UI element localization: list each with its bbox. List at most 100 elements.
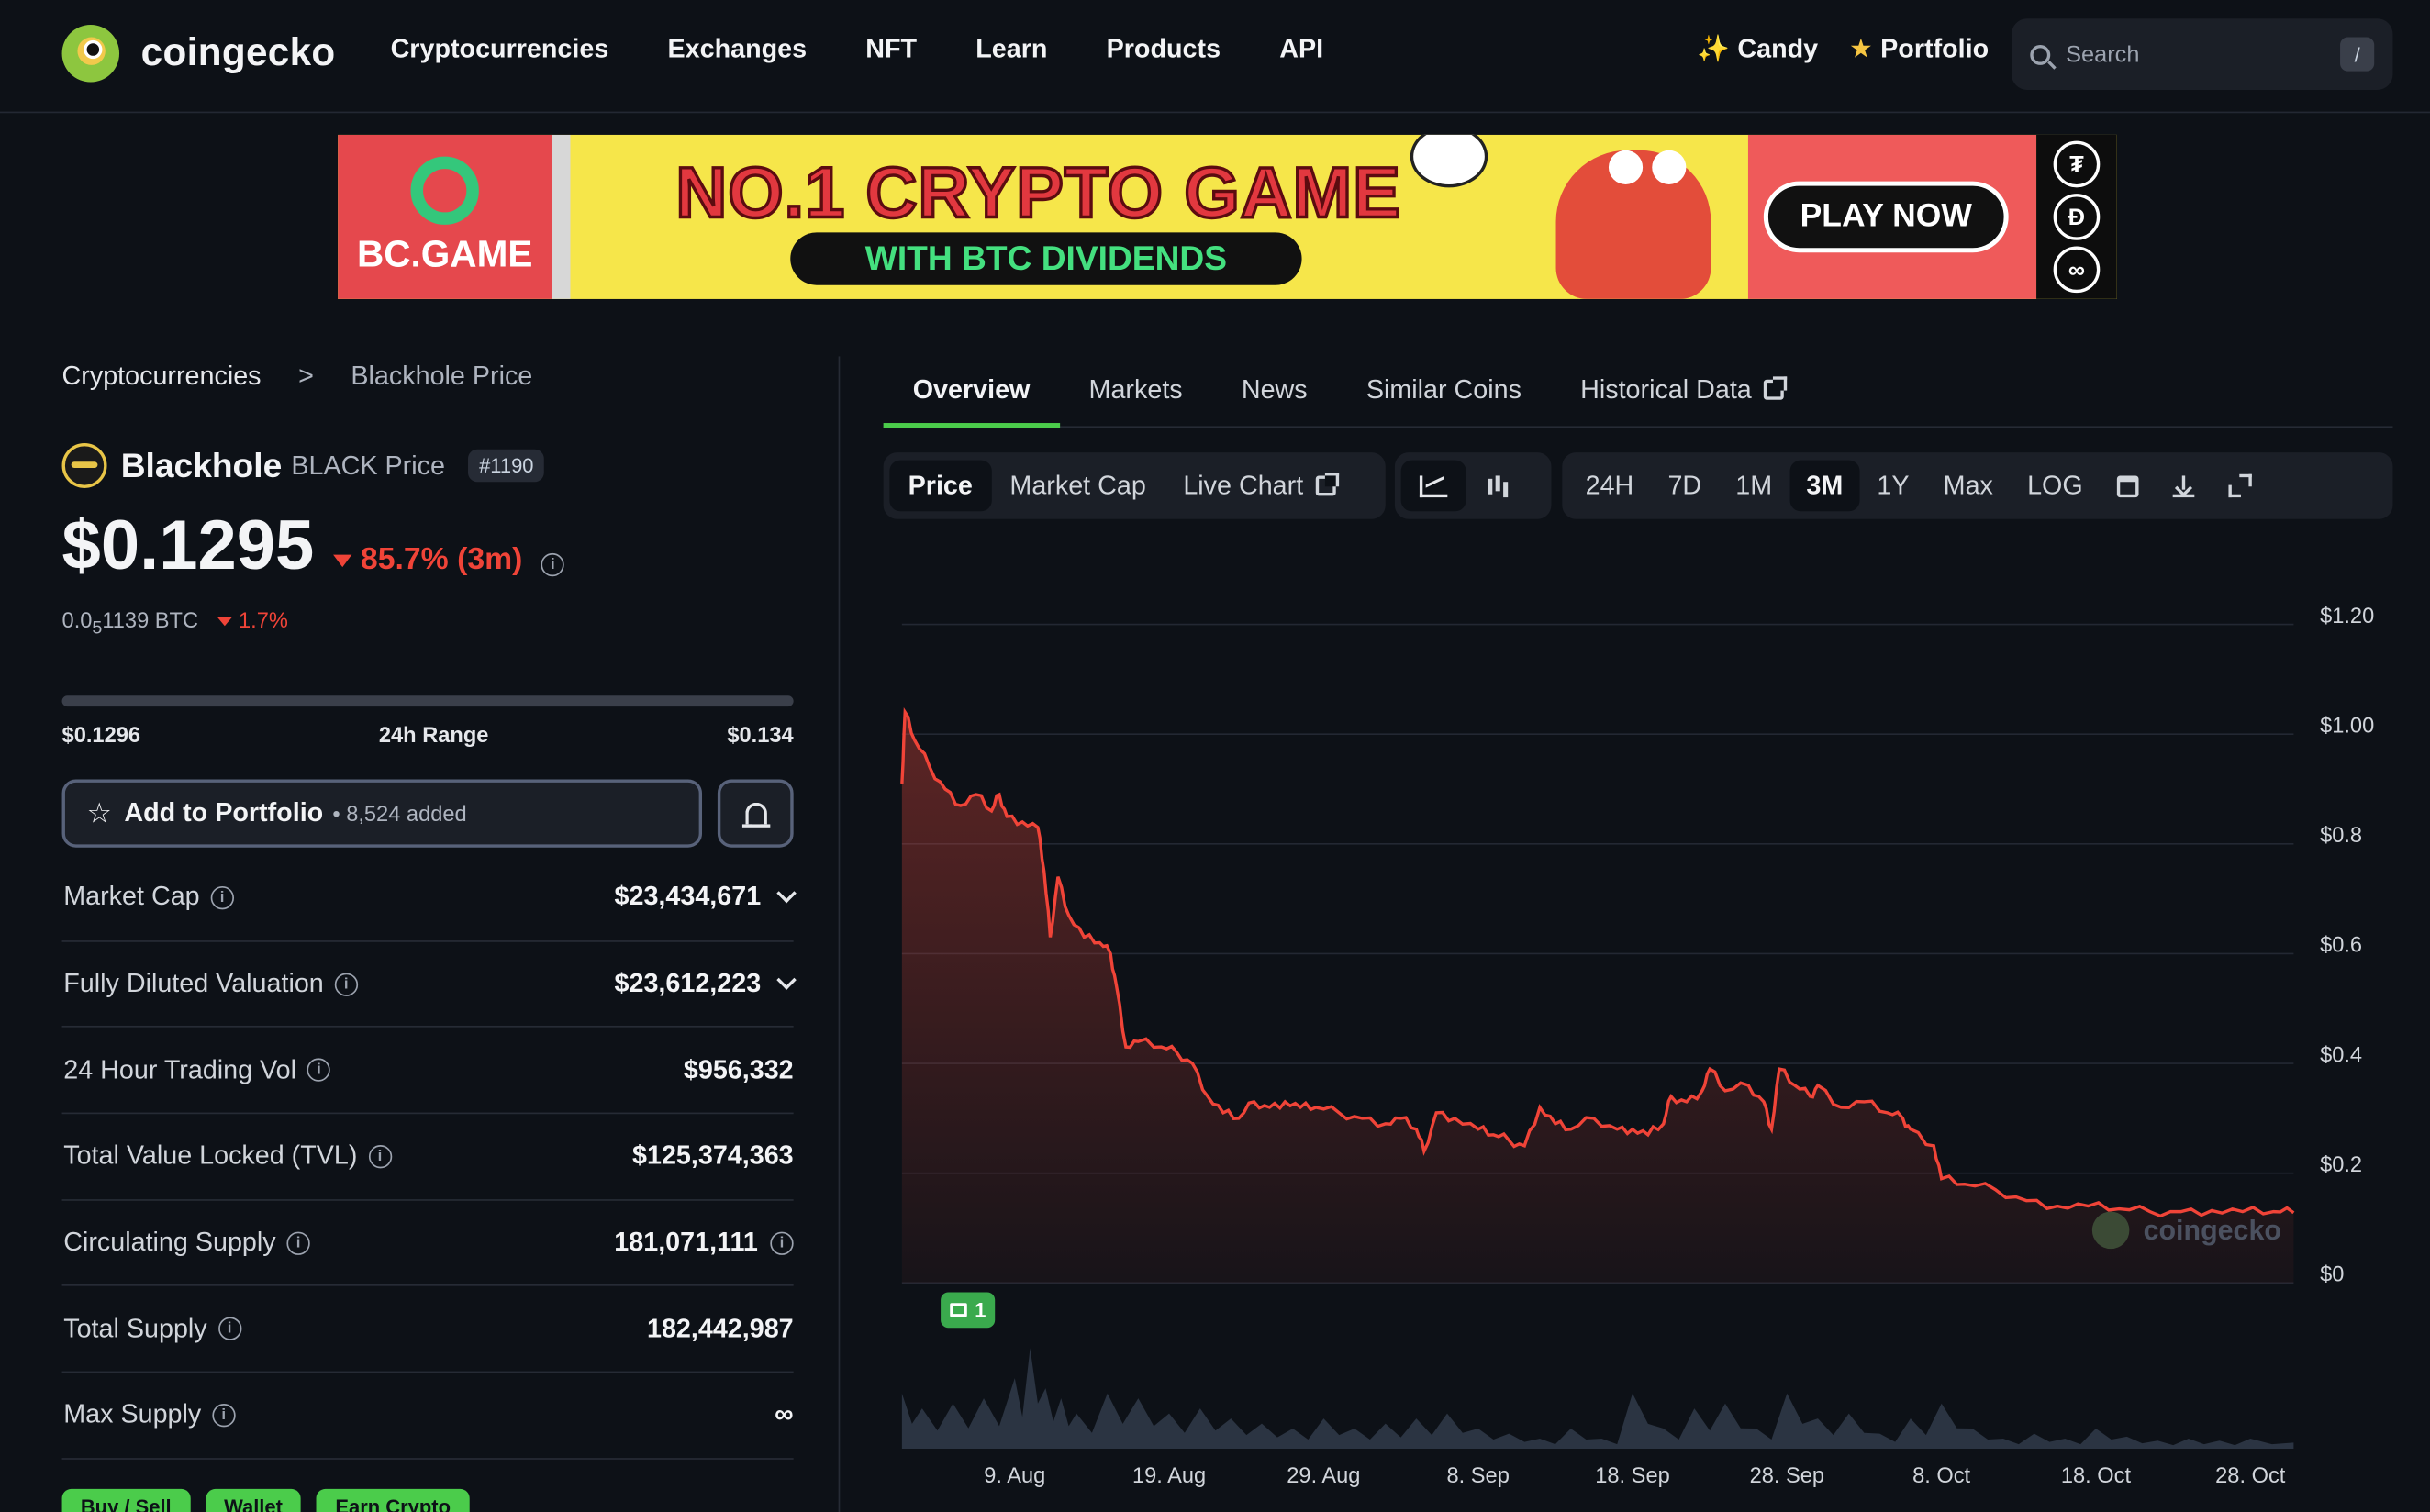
- ad-play-now-button[interactable]: PLAY NOW: [1763, 181, 2009, 253]
- download-button[interactable]: [2156, 461, 2212, 512]
- log-scale-toggle[interactable]: LOG: [2027, 470, 2083, 500]
- external-link-icon: [1315, 472, 1340, 496]
- fullscreen-button[interactable]: [2212, 461, 2268, 512]
- action-pill[interactable]: Wallet: [205, 1488, 302, 1512]
- chevron-down-icon[interactable]: [776, 970, 797, 990]
- stat-value[interactable]: $23,612,223: [614, 968, 797, 1000]
- breadcrumb-root[interactable]: Cryptocurrencies: [61, 361, 262, 391]
- info-icon[interactable]: i: [210, 885, 234, 910]
- range-1m[interactable]: 1M: [1735, 470, 1773, 500]
- news-count: 1: [975, 1298, 986, 1322]
- portfolio-link[interactable]: ★ Portfolio: [1849, 34, 1989, 65]
- gecko-watermark-icon: [2091, 1211, 2130, 1250]
- star-outline-icon: ☆: [86, 796, 112, 828]
- nav-products[interactable]: Products: [1106, 34, 1221, 64]
- action-pills: Buy / Sell Wallet Earn Crypto: [61, 1488, 470, 1512]
- range-3m[interactable]: 3M: [1789, 460, 1860, 512]
- search-input[interactable]: [2066, 40, 2299, 68]
- download-icon: [2172, 474, 2195, 497]
- info-icon[interactable]: i: [217, 1317, 241, 1341]
- ad-banner[interactable]: BC.GAME NO.1 CRYPTO GAME WITH BTC DIVIDE…: [338, 134, 2117, 299]
- calendar-icon: [2116, 474, 2139, 497]
- line-chart-button[interactable]: [1400, 460, 1466, 512]
- x-tick-label: 8. Oct: [1912, 1464, 1970, 1488]
- stat-value[interactable]: $23,434,671: [615, 882, 797, 913]
- x-tick-label: 18. Oct: [2061, 1464, 2132, 1488]
- mode-live-chart-label: Live Chart: [1183, 470, 1304, 500]
- down-triangle-icon: [332, 554, 351, 567]
- calendar-button[interactable]: [2100, 461, 2156, 512]
- range-24h[interactable]: 24H: [1585, 470, 1634, 500]
- price-alert-button[interactable]: [717, 779, 794, 848]
- y-tick-label: $0.6: [2320, 934, 2362, 958]
- search-box[interactable]: /: [2012, 18, 2393, 90]
- polygon-icon: ∞: [2053, 246, 2101, 294]
- tab-overview[interactable]: Overview: [883, 356, 1060, 428]
- btc-change: 1.7%: [217, 607, 288, 638]
- stat-row: Total Supply i 182,442,987: [61, 1286, 794, 1373]
- info-icon[interactable]: i: [770, 1230, 794, 1255]
- stat-value: $125,374,363: [632, 1141, 794, 1173]
- candlestick-icon: [1485, 475, 1512, 497]
- x-tick-label: 9. Aug: [984, 1464, 1045, 1488]
- action-pill[interactable]: Earn Crypto: [317, 1488, 470, 1512]
- candy-icon: ✨: [1697, 34, 1730, 64]
- stat-label: 24 Hour Trading Vol i: [62, 1055, 331, 1086]
- main-nav: Cryptocurrencies Exchanges NFT Learn Pro…: [391, 34, 1324, 65]
- info-icon[interactable]: i: [212, 1403, 236, 1428]
- tab-historical-data[interactable]: Historical Data: [1551, 356, 1813, 428]
- price-change-value: 85.7% (3m): [360, 542, 523, 577]
- info-icon[interactable]: i: [334, 972, 358, 996]
- range-max[interactable]: Max: [1943, 470, 1993, 500]
- range-high: $0.134: [727, 721, 794, 747]
- info-icon[interactable]: i: [307, 1058, 331, 1083]
- candy-label: Candy: [1737, 34, 1819, 64]
- line-chart-icon: [1419, 474, 1448, 497]
- brand-logo[interactable]: coingecko: [61, 25, 336, 83]
- stat-label: Market Cap i: [62, 882, 234, 913]
- coin-header: Blackhole BLACK Price #1190: [61, 442, 545, 488]
- x-tick-label: 28. Oct: [2215, 1464, 2286, 1488]
- candy-link[interactable]: ✨ Candy: [1697, 34, 1818, 65]
- search-icon: [2030, 44, 2051, 65]
- candlestick-chart-button[interactable]: [1466, 461, 1532, 512]
- chevron-down-icon[interactable]: [776, 884, 797, 904]
- news-event-badge[interactable]: 1: [941, 1292, 996, 1329]
- y-tick-label: $0.8: [2320, 824, 2362, 848]
- info-icon[interactable]: i: [368, 1144, 392, 1169]
- info-icon[interactable]: i: [541, 552, 565, 577]
- stat-value-text: $23,612,223: [614, 968, 762, 998]
- mode-live-chart[interactable]: Live Chart: [1165, 461, 1354, 512]
- stat-label-text: Total Supply: [63, 1313, 207, 1343]
- tab-markets[interactable]: Markets: [1088, 374, 1183, 405]
- stat-value: ∞: [775, 1400, 793, 1431]
- range-7d[interactable]: 7D: [1667, 470, 1702, 500]
- brand-name: coingecko: [140, 30, 336, 75]
- mode-market-cap[interactable]: Market Cap: [1009, 470, 1146, 500]
- ad-coin-strip: ₮ Đ ∞: [2036, 134, 2117, 299]
- price-chart[interactable]: $1.20 $1.00 $0.8 $0.6 $0.4 $0.2 $0 9. Aug 19. A…: [884, 542, 2393, 1512]
- range-labels: $0.1296 24h Range $0.134: [62, 722, 794, 747]
- mode-price[interactable]: Price: [889, 460, 992, 512]
- tab-historical-data-label: Historical Data: [1580, 374, 1752, 405]
- action-pill[interactable]: Buy / Sell: [61, 1488, 190, 1512]
- stat-label-text: Total Value Locked (TVL): [63, 1140, 358, 1171]
- nav-exchanges[interactable]: Exchanges: [667, 34, 808, 64]
- price-area: [901, 712, 2294, 1284]
- stat-label-text: Max Supply: [63, 1399, 202, 1429]
- news-icon: [950, 1303, 967, 1317]
- ad-subline: WITH BTC DIVIDENDS: [790, 232, 1302, 285]
- gecko-logo-icon: [61, 25, 120, 83]
- nav-api[interactable]: API: [1279, 34, 1324, 64]
- info-icon[interactable]: i: [286, 1230, 310, 1255]
- nav-nft[interactable]: NFT: [865, 34, 918, 64]
- tab-similar-coins[interactable]: Similar Coins: [1365, 374, 1522, 405]
- add-to-portfolio-button[interactable]: ☆ Add to Portfolio • 8,524 added: [61, 779, 703, 848]
- tab-news[interactable]: News: [1241, 374, 1308, 405]
- price-line: [900, 707, 2295, 1218]
- range-1y[interactable]: 1Y: [1877, 470, 1910, 500]
- time-range-toggle: 24H 7D 1M 3M 1Y Max LOG: [1562, 452, 2393, 519]
- nav-learn[interactable]: Learn: [975, 34, 1048, 64]
- nav-cryptocurrencies[interactable]: Cryptocurrencies: [390, 34, 609, 64]
